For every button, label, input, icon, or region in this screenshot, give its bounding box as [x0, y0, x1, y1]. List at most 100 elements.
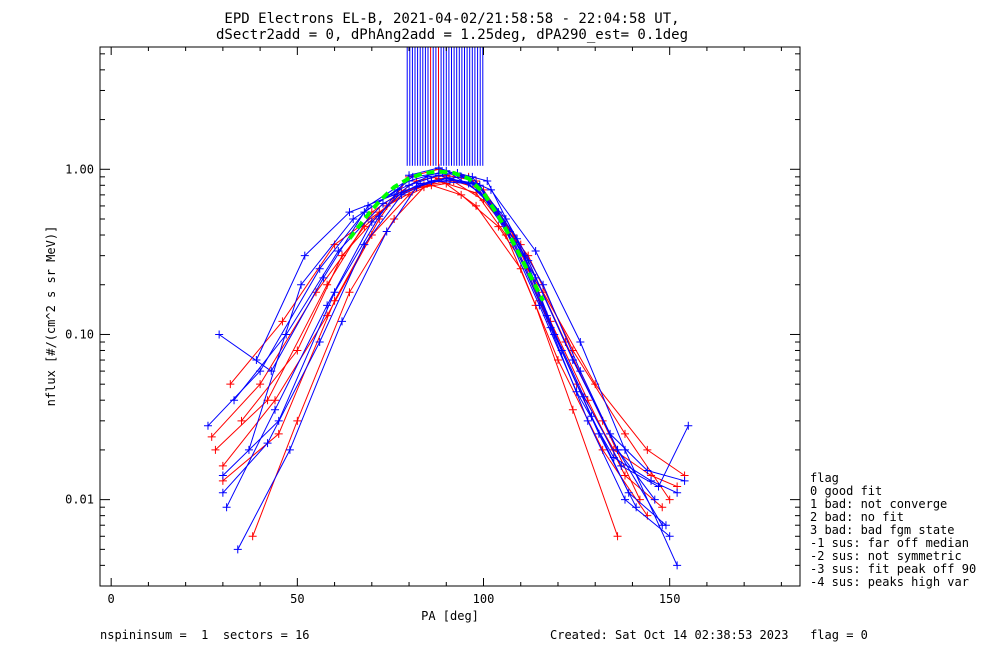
data-point-blue [606, 429, 615, 438]
data-point-red [568, 405, 577, 414]
data-point-blue [393, 185, 402, 194]
x-axis-label: PA [deg] [421, 609, 479, 623]
data-point-blue [494, 208, 503, 217]
data-point-blue [360, 208, 369, 217]
data-point-blue [583, 416, 592, 425]
data-point-red [613, 532, 622, 541]
data-point-blue [215, 330, 224, 339]
data-point-red [271, 396, 279, 405]
series-red-curve-1 [222, 168, 678, 488]
data-point-red [248, 532, 257, 541]
legend-entry: -4 sus: peaks high var [810, 575, 969, 589]
series-blue-curve-4 [248, 172, 637, 508]
data-point-blue [557, 346, 566, 355]
x-tick-label: 100 [473, 592, 495, 606]
data-point-blue [263, 439, 272, 448]
legend-entry: 1 bad: not converge [810, 497, 947, 511]
data-point-blue [568, 356, 577, 365]
data-point-blue [203, 421, 212, 430]
series-blue-curve-3 [233, 179, 667, 526]
data-point-blue [367, 217, 376, 226]
data-point-blue [378, 199, 387, 208]
data-point-blue [397, 190, 406, 199]
data-point-blue [244, 445, 253, 454]
legend-entry: 2 bad: no fit [810, 510, 904, 524]
y-tick-label: 0.01 [65, 493, 94, 507]
data-point-blue [617, 461, 626, 470]
series-blue-curve-6 [237, 177, 656, 550]
chart-subtitle: dSectr2add = 0, dPhAng2add = 1.25deg, dP… [216, 27, 688, 43]
data-point-blue [390, 190, 399, 199]
legend-entry: 3 bad: bad fgm state [810, 523, 955, 537]
data-point-red [330, 296, 339, 305]
data-point-red [311, 288, 320, 297]
data-point-blue [483, 176, 492, 185]
data-point-red [211, 445, 220, 454]
data-point-red [278, 317, 287, 326]
data-point-red [338, 251, 347, 260]
data-point-blue [218, 471, 227, 480]
fit-curve [347, 169, 545, 302]
data-point-blue [222, 503, 231, 512]
data-point-blue [446, 176, 454, 185]
data-point-red [237, 416, 246, 425]
data-point-blue [256, 367, 265, 376]
series-red-curve-2 [215, 174, 663, 508]
y-axis-label: nflux [#/(cm^2 s sr MeV)] [44, 226, 58, 407]
data-point-red [218, 461, 227, 470]
chart-title: EPD Electrons EL-B, 2021-04-02/21:58:58 … [224, 11, 679, 27]
data-point-red [665, 495, 674, 504]
plot-frame [99, 46, 801, 587]
data-point-red [345, 288, 354, 297]
data-point-blue [382, 227, 391, 236]
data-point-blue [665, 532, 674, 541]
data-point-red [256, 380, 265, 389]
data-point-blue [486, 185, 495, 194]
data-point-blue [531, 247, 540, 256]
x-tick-label: 50 [290, 592, 304, 606]
data-point-blue [613, 445, 622, 454]
data-point-red [207, 432, 216, 441]
data-point-blue [673, 488, 682, 497]
data-point-blue [375, 212, 384, 221]
footer-right: Created: Sat Oct 14 02:38:53 2023 flag =… [550, 628, 868, 642]
data-point-blue [349, 215, 358, 224]
data-point-blue [539, 280, 548, 289]
data-point-red [293, 346, 302, 355]
data-point-blue [427, 176, 436, 185]
series-red-curve-4 [229, 184, 685, 476]
data-point-blue [673, 561, 682, 570]
data-point-blue [643, 466, 652, 475]
x-tick-label: 0 [108, 592, 115, 606]
legend-entry: -1 sus: far off median [810, 536, 969, 550]
data-point-red [274, 429, 283, 438]
x-tick-label: 150 [659, 592, 681, 606]
data-point-blue [345, 208, 354, 217]
legend-entry: 0 good fit [810, 484, 882, 498]
data-point-blue [218, 488, 227, 497]
y-tick-label: 1.00 [65, 162, 94, 176]
data-point-blue [252, 356, 261, 365]
data-point-blue [297, 280, 306, 289]
data-point-red [621, 429, 629, 438]
data-layer [203, 47, 693, 570]
data-point-blue [285, 445, 294, 454]
data-point-blue [300, 251, 309, 260]
data-point-blue [360, 240, 369, 249]
data-point-red [553, 356, 562, 365]
data-point-blue [621, 495, 629, 504]
data-point-red [643, 445, 652, 454]
data-point-blue [594, 429, 603, 438]
footer-left: nspininsum = 1 sectors = 16 [100, 628, 310, 642]
data-point-red [621, 471, 629, 480]
y-tick-label: 0.10 [65, 327, 94, 341]
data-point-blue [658, 521, 667, 530]
data-point-red [293, 416, 302, 425]
data-point-blue [271, 405, 279, 414]
data-point-blue [338, 317, 347, 326]
legend-entry: -2 sus: not symmetric [810, 549, 962, 563]
data-point-red [658, 503, 667, 512]
data-point-blue [684, 421, 693, 430]
series-blue-curve-8 [255, 176, 678, 566]
